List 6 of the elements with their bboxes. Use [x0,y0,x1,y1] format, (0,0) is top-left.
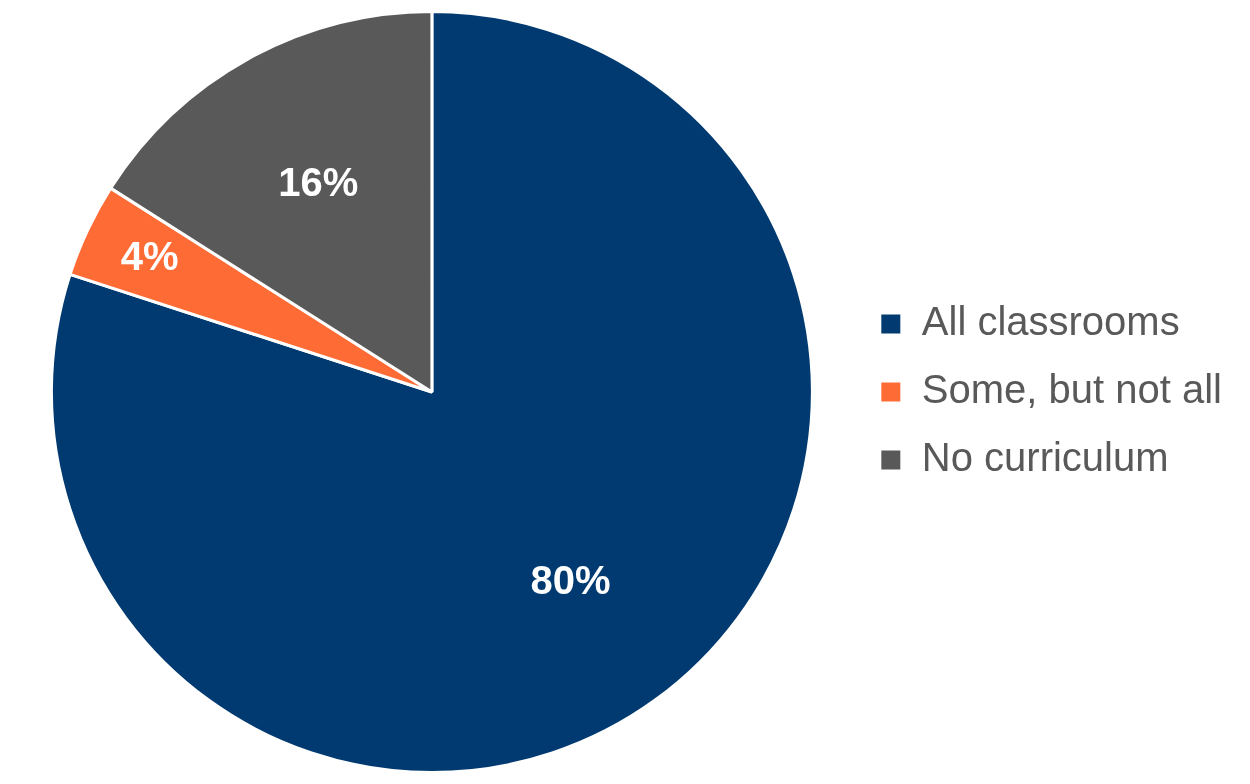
legend-label: All classrooms [921,299,1180,344]
data-label: 16% [278,160,359,205]
legend-label: Some, but not all [921,367,1223,412]
data-label: 80% [530,557,611,602]
legend-label: No curriculum [921,435,1169,480]
data-label: 4% [120,234,179,279]
